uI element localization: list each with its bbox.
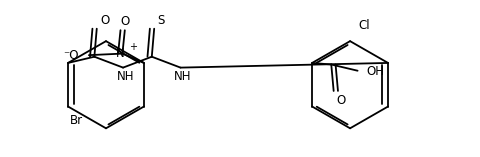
Text: NH: NH [117, 70, 134, 83]
Text: OH: OH [367, 65, 385, 78]
Text: Br: Br [70, 114, 83, 127]
Text: O: O [101, 14, 110, 27]
Text: S: S [157, 14, 165, 27]
Text: +: + [129, 42, 137, 52]
Text: O: O [120, 15, 130, 28]
Text: NH: NH [174, 70, 192, 83]
Text: N: N [116, 47, 124, 60]
Text: ⁻O: ⁻O [63, 49, 78, 62]
Text: O: O [336, 94, 346, 107]
Text: Cl: Cl [359, 19, 370, 32]
